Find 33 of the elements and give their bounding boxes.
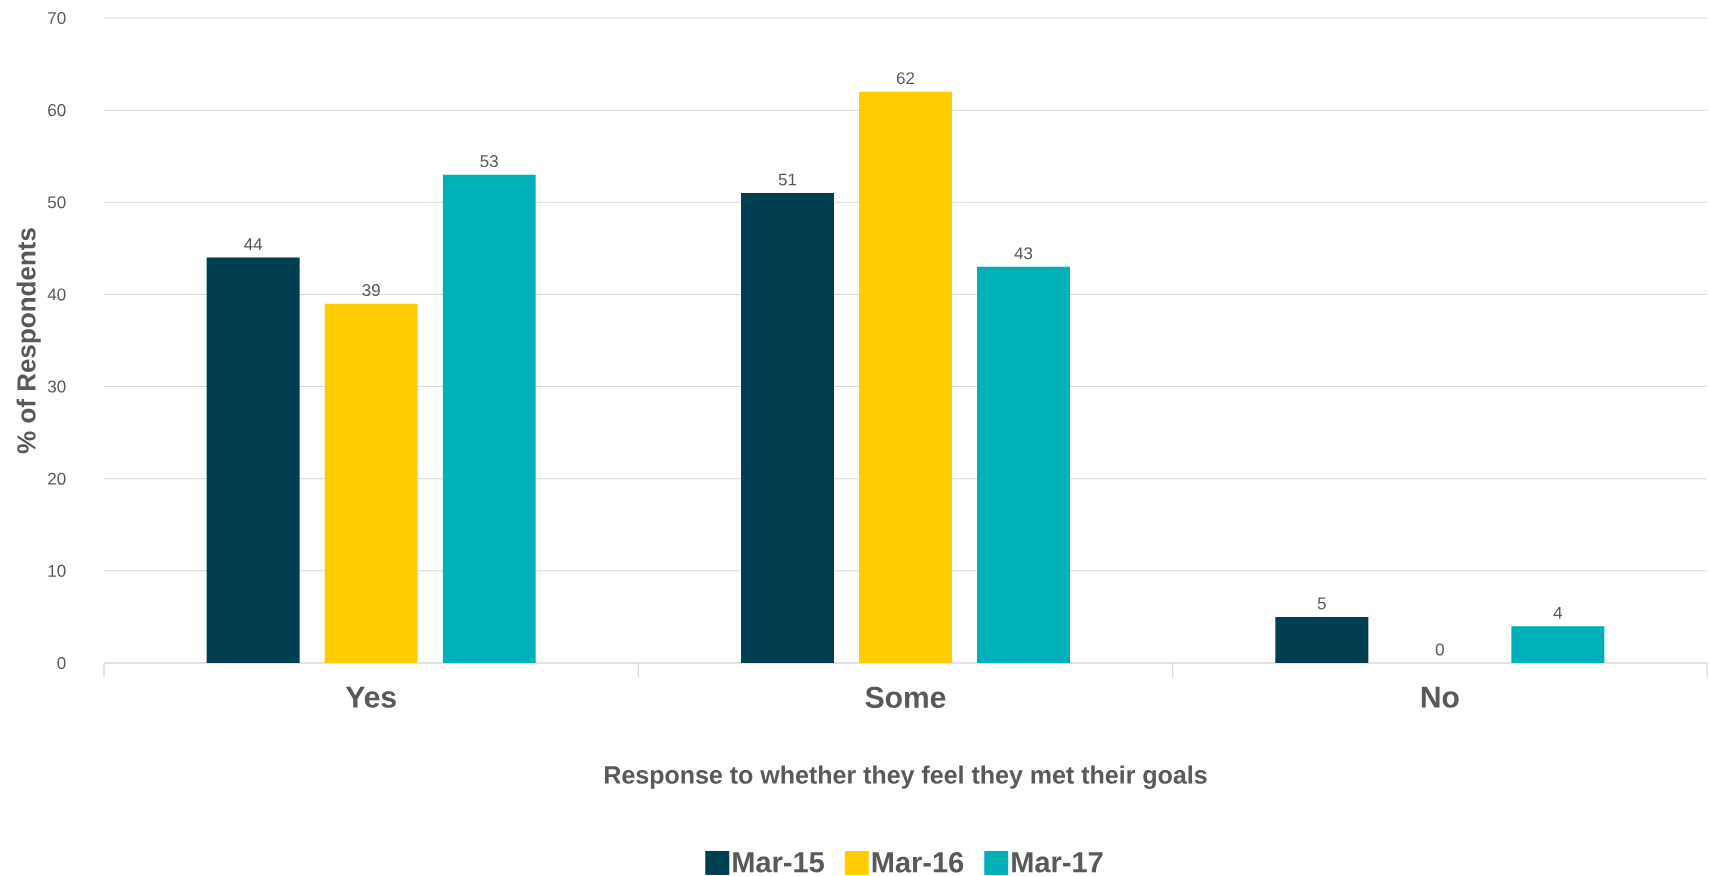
legend-label: Mar-17 — [1012, 852, 1103, 873]
data-label: 51 — [778, 173, 797, 186]
legend-label: Mar-15 — [733, 852, 824, 873]
x-tick-label: Some — [865, 686, 946, 709]
x-axis-title: Response to whether they feel they met their goals — [605, 765, 1207, 789]
data-label: 43 — [1014, 247, 1033, 260]
bar — [206, 257, 300, 663]
y-tick-label: 0 — [57, 656, 66, 670]
data-label: 44 — [244, 238, 263, 251]
bar — [977, 266, 1071, 663]
data-label: 62 — [896, 72, 915, 85]
y-tick-label: 30 — [47, 380, 66, 393]
data-label: 5 — [1317, 597, 1326, 610]
y-tick-label: 20 — [48, 472, 66, 485]
y-axis-title: % of Respondents — [16, 228, 41, 454]
y-tick-label: 40 — [47, 288, 66, 301]
data-label: 53 — [480, 155, 498, 168]
y-tick-label: 70 — [48, 11, 66, 25]
bar — [859, 91, 953, 663]
bar — [324, 303, 418, 663]
x-tick-label: Yes — [345, 686, 396, 708]
data-label: 0 — [1435, 643, 1444, 656]
bar — [1511, 626, 1605, 663]
bar — [741, 193, 835, 663]
bar — [1275, 616, 1369, 663]
bar — [442, 174, 536, 663]
y-tick-label: 10 — [48, 564, 66, 577]
y-tick-label: 60 — [48, 104, 66, 117]
y-tick-label: 50 — [47, 196, 66, 209]
legend-label: Mar-16 — [872, 852, 964, 873]
data-label: 39 — [362, 284, 380, 297]
x-tick-label: No — [1421, 686, 1459, 708]
data-label: 4 — [1553, 606, 1563, 619]
